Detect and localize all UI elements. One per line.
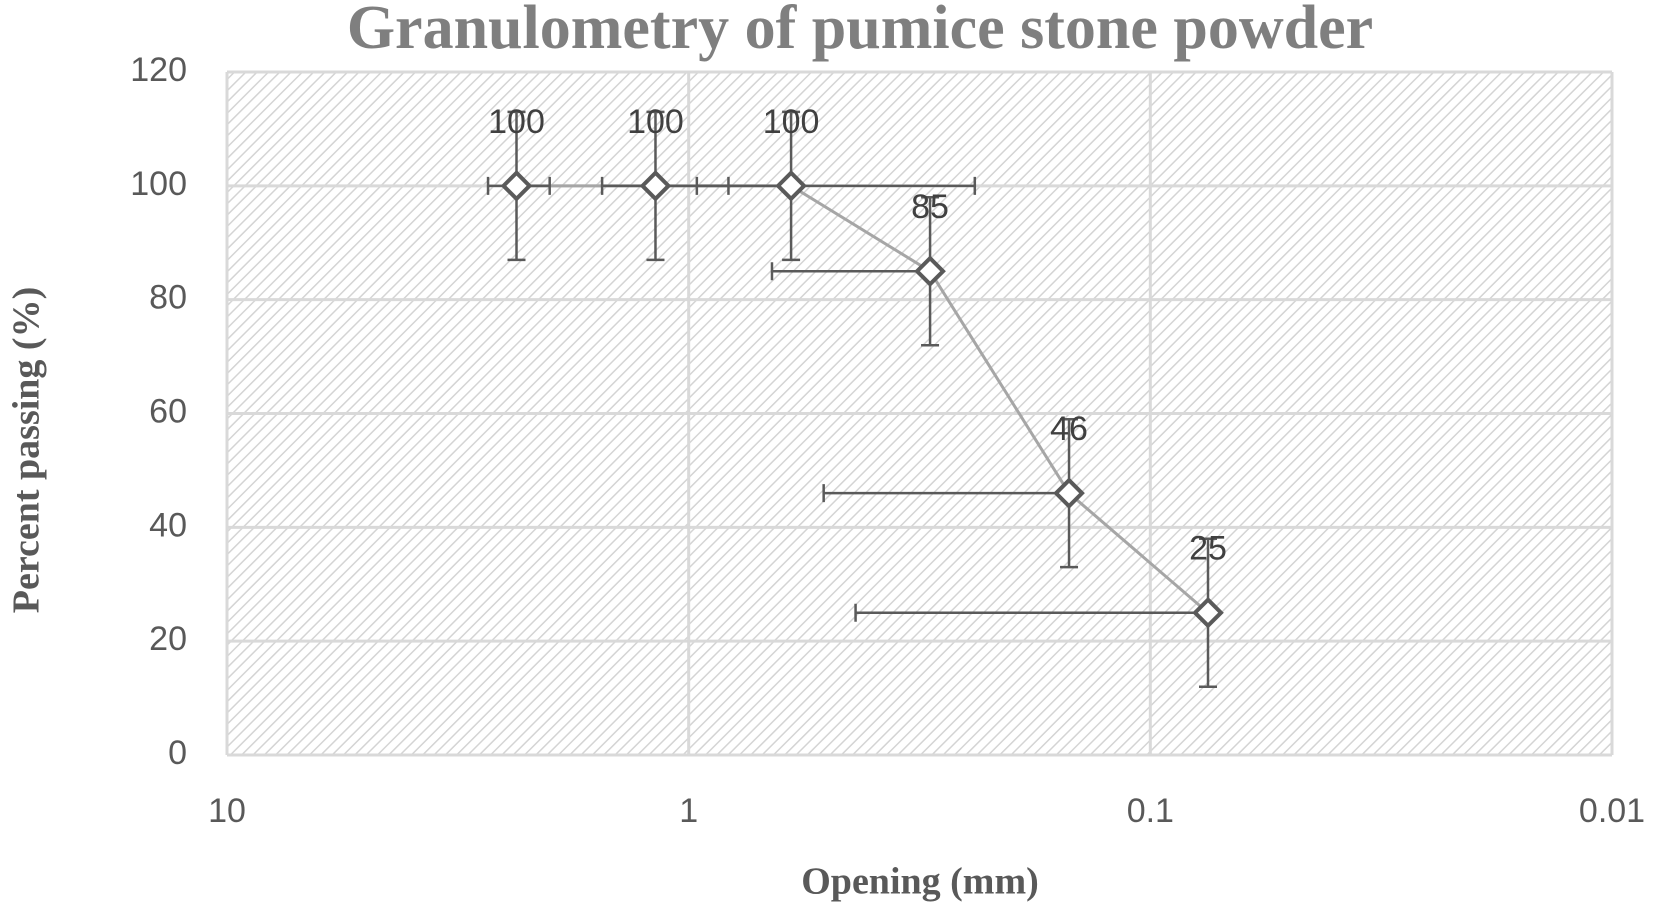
y-tick-label: 20 [149,620,187,658]
x-error-bar [695,176,977,195]
marker [639,170,672,202]
x-tick-label: 10 [208,792,246,830]
x-tick-label: 0.01 [1579,792,1645,830]
data-label: 100 [488,103,545,141]
y-tick-label: 0 [168,734,187,772]
y-tick-label: 120 [130,51,187,89]
y-tick-label: 40 [149,506,187,544]
y-tick-label: 100 [130,165,187,203]
data-label: 100 [763,103,820,141]
data-label: 25 [1189,530,1227,568]
data-label: 100 [627,103,684,141]
x-axis-label: Opening (mm) [801,861,1039,903]
data-label: 46 [1050,410,1088,448]
x-tick-label: 0.1 [1127,792,1174,830]
marker [500,170,533,202]
x-error-bar [770,262,931,281]
x-error-bar [822,484,1070,503]
marker [1053,477,1085,510]
marker [1192,596,1224,629]
y-axis-label: Percent passing (%) [6,287,48,614]
chart-title: Granulometry of pumice stone powder [347,0,1373,62]
x-error-bar [854,603,1209,622]
data-label: 85 [911,188,949,226]
marker [775,170,807,202]
y-tick-label: 60 [149,392,187,430]
y-tick-label: 80 [149,279,187,317]
x-tick-label: 1 [679,792,698,830]
marker [914,255,946,288]
